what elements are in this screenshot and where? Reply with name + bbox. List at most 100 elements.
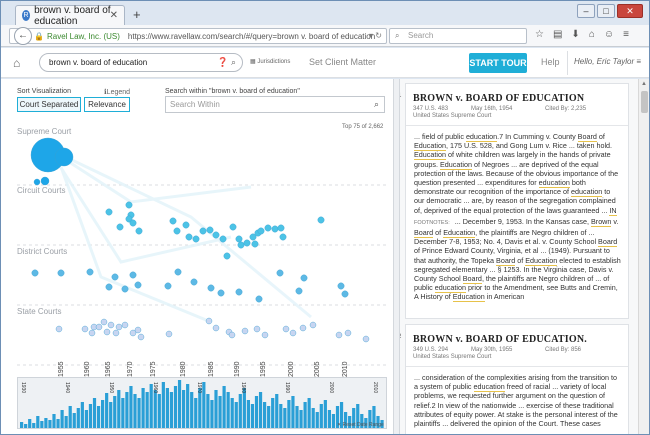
state-case-dot[interactable] <box>299 324 307 332</box>
circuit-case-dot[interactable] <box>249 233 257 241</box>
circuit-case-dot[interactable] <box>125 201 133 209</box>
state-case-dot[interactable] <box>107 321 115 329</box>
state-case-dot[interactable] <box>103 328 111 336</box>
circuit-case-dot[interactable] <box>212 231 220 239</box>
state-case-dot[interactable] <box>81 325 89 333</box>
close-window-icon[interactable]: ✕ <box>617 4 643 18</box>
circuit-case-dot[interactable] <box>129 219 137 227</box>
query-input[interactable]: brown v. board of education ❓ ⌕ <box>39 53 243 72</box>
state-case-dot[interactable] <box>205 317 213 325</box>
user-menu[interactable]: Hello, Eric Taylor ≡ <box>567 51 645 75</box>
district-case-dot[interactable] <box>174 268 182 276</box>
court-separated-button[interactable]: Court Separated <box>17 97 81 112</box>
state-case-dot[interactable] <box>55 325 63 333</box>
minimize-icon[interactable]: – <box>577 4 595 18</box>
district-case-dot[interactable] <box>235 288 243 296</box>
district-case-dot[interactable] <box>341 290 349 298</box>
relevance-button[interactable]: Relevance <box>84 97 130 112</box>
state-case-dot[interactable] <box>228 331 236 339</box>
help-button[interactable]: Help <box>541 57 560 67</box>
district-case-dot[interactable] <box>105 283 113 291</box>
state-case-dot[interactable] <box>112 329 120 337</box>
close-tab-icon[interactable]: ✕ <box>109 10 118 21</box>
case-dot[interactable] <box>54 147 74 167</box>
state-case-dot[interactable] <box>121 321 129 329</box>
case-dot[interactable] <box>40 176 50 186</box>
circuit-case-dot[interactable] <box>277 224 285 232</box>
circuit-case-dot[interactable] <box>271 225 279 233</box>
set-client-matter-button[interactable]: Set Client Matter <box>309 57 377 67</box>
case-title[interactable]: BROWN v. BOARD OF EDUCATION. <box>413 334 587 345</box>
circuit-case-dot[interactable] <box>257 227 265 235</box>
district-case-dot[interactable] <box>86 268 94 276</box>
district-case-dot[interactable] <box>337 282 345 290</box>
download-icon[interactable]: ⬇ <box>571 29 580 40</box>
home-icon[interactable]: ⌂ <box>588 29 595 40</box>
scrollbar-thumb[interactable] <box>641 91 648 113</box>
district-case-dot[interactable] <box>300 274 308 282</box>
district-case-dot[interactable] <box>190 278 198 286</box>
state-case-dot[interactable] <box>241 327 249 335</box>
smiley-icon[interactable]: ☺ <box>603 29 615 40</box>
circuit-case-dot[interactable] <box>243 239 251 247</box>
circuit-case-dot[interactable] <box>116 223 124 231</box>
circuit-case-dot[interactable] <box>237 241 245 249</box>
district-case-dot[interactable] <box>207 284 215 292</box>
circuit-case-dot[interactable] <box>223 252 231 260</box>
circuit-case-dot[interactable] <box>317 216 325 224</box>
clipboard-icon[interactable]: ▤ <box>552 29 563 40</box>
state-case-dot[interactable] <box>261 331 269 339</box>
case-dot[interactable] <box>33 178 41 186</box>
case-scatter-plot[interactable] <box>11 127 389 377</box>
state-case-dot[interactable] <box>95 323 103 331</box>
home-icon[interactable]: ⌂ <box>13 56 21 70</box>
district-case-dot[interactable] <box>276 269 284 277</box>
state-case-dot[interactable] <box>289 329 297 337</box>
new-tab-icon[interactable]: + <box>133 7 141 22</box>
circuit-case-dot[interactable] <box>206 226 214 234</box>
histogram-bars[interactable]: 1930 1940 1950 1960 1970 1980 1990 2000 2010 <box>18 378 386 428</box>
circuit-case-dot[interactable] <box>199 227 207 235</box>
maximize-icon[interactable]: □ <box>597 4 615 18</box>
reset-date-range-button[interactable]: ✕ Reset Date Range <box>337 422 384 428</box>
state-case-dot[interactable] <box>212 324 220 332</box>
reload-icon[interactable]: ▾ ↻ <box>369 31 382 40</box>
state-case-dot[interactable] <box>137 333 145 341</box>
case-card[interactable]: BROWN v. BOARD OF EDUCATION. 349 U.S. 29… <box>405 324 629 434</box>
circuit-case-dot[interactable] <box>135 227 143 235</box>
circuit-case-dot[interactable] <box>192 235 200 243</box>
search-within-input[interactable]: Search Within ⌕ <box>165 96 385 113</box>
district-case-dot[interactable] <box>217 289 225 297</box>
circuit-case-dot[interactable] <box>279 233 287 241</box>
state-case-dot[interactable] <box>253 325 261 333</box>
state-case-dot[interactable] <box>362 335 370 343</box>
url-text[interactable]: https://www.ravellaw.com/search/#/query=… <box>127 31 376 41</box>
circuit-case-dot[interactable] <box>251 240 259 248</box>
browser-search-input[interactable]: ⌕ Search <box>389 28 527 44</box>
url-bar[interactable]: ← 🔒 Ravel Law, Inc. (US) https://www.rav… <box>9 27 387 45</box>
circuit-case-dot[interactable] <box>229 223 237 231</box>
date-range-histogram[interactable]: 1930 1940 1950 1960 1970 1980 1990 2000 2010 <box>17 377 387 429</box>
state-case-dot[interactable] <box>100 318 108 326</box>
district-case-dot[interactable] <box>57 269 65 277</box>
state-case-dot[interactable] <box>129 329 137 337</box>
circuit-case-dot[interactable] <box>219 235 227 243</box>
state-case-dot[interactable] <box>335 331 343 339</box>
case-title[interactable]: BROWN v. BOARD OF EDUCATION <box>413 93 585 104</box>
jurisdictions-button[interactable]: ▦ Jurisdictions <box>250 59 291 65</box>
state-case-dot[interactable] <box>282 325 290 333</box>
browser-tab[interactable]: R brown v. board of education ✕ <box>15 5 125 27</box>
district-case-dot[interactable] <box>111 273 119 281</box>
circuit-case-dot[interactable] <box>173 227 181 235</box>
state-case-dot[interactable] <box>309 321 317 329</box>
start-tour-button[interactable]: START TOUR <box>469 53 527 73</box>
results-scrollbar[interactable]: ▲ <box>638 79 649 434</box>
circuit-case-dot[interactable] <box>105 208 113 216</box>
district-case-dot[interactable] <box>134 281 142 289</box>
district-case-dot[interactable] <box>295 287 303 295</box>
district-case-dot[interactable] <box>121 285 129 293</box>
state-case-dot[interactable] <box>115 323 123 331</box>
back-icon[interactable]: ← <box>14 27 32 45</box>
circuit-case-dot[interactable] <box>182 221 190 229</box>
circuit-case-dot[interactable] <box>185 233 193 241</box>
